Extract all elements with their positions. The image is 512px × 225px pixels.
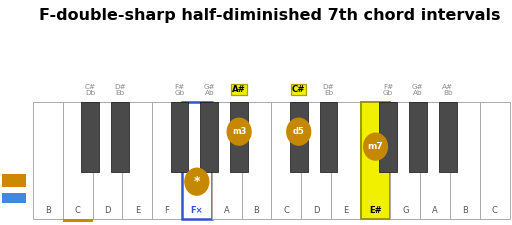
Bar xyxy=(2,193,26,202)
Text: C: C xyxy=(75,206,80,215)
Text: A: A xyxy=(224,206,229,215)
Bar xyxy=(271,102,301,219)
Text: C: C xyxy=(492,206,498,215)
Text: G: G xyxy=(402,206,409,215)
Text: A: A xyxy=(432,206,438,215)
Ellipse shape xyxy=(185,168,209,195)
Text: E: E xyxy=(343,206,348,215)
Text: A#
Bb: A# Bb xyxy=(442,84,453,96)
Text: A#: A# xyxy=(232,85,246,94)
Bar xyxy=(439,102,457,172)
Bar xyxy=(81,102,99,172)
Text: m7: m7 xyxy=(368,142,383,151)
Bar xyxy=(331,102,360,219)
Text: G#
Ab: G# Ab xyxy=(203,84,215,96)
Text: B: B xyxy=(45,206,51,215)
Text: F#
Gb: F# Gb xyxy=(383,84,393,96)
Bar xyxy=(379,102,397,172)
Bar xyxy=(200,102,218,172)
Text: *: * xyxy=(194,175,200,188)
Text: D: D xyxy=(104,206,111,215)
Bar xyxy=(182,102,212,219)
Ellipse shape xyxy=(287,118,311,145)
Text: F: F xyxy=(164,206,169,215)
Bar xyxy=(450,102,480,219)
Bar xyxy=(242,102,271,219)
Bar xyxy=(33,102,63,219)
Bar xyxy=(420,102,450,219)
Ellipse shape xyxy=(364,133,388,160)
Text: C#
Db: C# Db xyxy=(84,84,96,96)
Bar xyxy=(230,102,248,172)
Text: C#: C# xyxy=(292,85,306,94)
Bar xyxy=(63,219,93,222)
Ellipse shape xyxy=(227,118,251,145)
Text: d5: d5 xyxy=(293,127,305,136)
Text: D#
Eb: D# Eb xyxy=(323,84,334,96)
Text: B: B xyxy=(253,206,260,215)
Text: F×: F× xyxy=(190,206,203,215)
Text: F#
Gb: F# Gb xyxy=(175,84,185,96)
Text: B: B xyxy=(462,206,468,215)
Text: G#
Ab: G# Ab xyxy=(412,84,424,96)
Text: E#: E# xyxy=(369,206,382,215)
Text: m3: m3 xyxy=(232,127,246,136)
Bar xyxy=(391,102,420,219)
Bar xyxy=(63,102,93,219)
Text: C: C xyxy=(283,206,289,215)
Text: D: D xyxy=(313,206,319,215)
Bar xyxy=(212,102,242,219)
Bar xyxy=(409,102,427,172)
Bar xyxy=(290,102,308,172)
Bar xyxy=(152,102,182,219)
Bar xyxy=(111,102,129,172)
Bar xyxy=(122,102,152,219)
Bar xyxy=(301,102,331,219)
Bar xyxy=(170,102,188,172)
Text: F-double-sharp half-diminished 7th chord intervals: F-double-sharp half-diminished 7th chord… xyxy=(39,8,501,23)
Text: D#
Eb: D# Eb xyxy=(114,84,126,96)
Bar xyxy=(360,102,391,219)
Bar xyxy=(93,102,122,219)
Text: basicmusictheory.com: basicmusictheory.com xyxy=(12,83,16,142)
Bar xyxy=(319,102,337,172)
Bar xyxy=(480,102,509,219)
Text: E: E xyxy=(135,206,140,215)
Bar xyxy=(2,174,26,187)
